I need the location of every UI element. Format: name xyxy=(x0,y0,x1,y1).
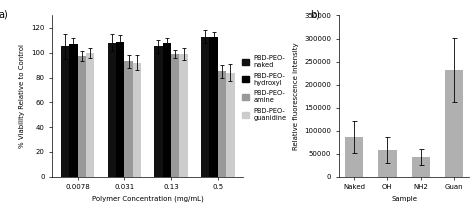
Bar xyxy=(163,43,171,177)
X-axis label: Sample: Sample xyxy=(391,196,417,202)
Bar xyxy=(116,42,124,177)
Y-axis label: % Viability Relative to Control: % Viability Relative to Control xyxy=(19,44,26,148)
Bar xyxy=(345,137,363,177)
Bar xyxy=(124,61,133,177)
Bar xyxy=(210,36,218,177)
Bar xyxy=(445,70,463,177)
Legend: PBD-PEO-
naked, PBD-PEO-
hydroxyl, PBD-PEO-
amine, PBD-PEO-
guanidine: PBD-PEO- naked, PBD-PEO- hydroxyl, PBD-P… xyxy=(242,55,287,121)
Bar xyxy=(378,150,397,177)
Bar xyxy=(180,54,188,177)
Text: a): a) xyxy=(0,9,9,19)
Bar xyxy=(61,46,69,177)
Text: b): b) xyxy=(310,9,320,19)
Bar xyxy=(171,54,180,177)
Bar xyxy=(133,63,141,177)
Bar xyxy=(69,44,78,177)
Y-axis label: Relative fluorescence intensity: Relative fluorescence intensity xyxy=(293,42,299,150)
X-axis label: Polymer Concentration (mg/mL): Polymer Concentration (mg/mL) xyxy=(92,196,204,202)
Bar xyxy=(201,36,210,177)
Bar xyxy=(411,157,430,177)
Bar xyxy=(86,53,94,177)
Bar xyxy=(78,56,86,177)
Bar xyxy=(108,43,116,177)
Bar xyxy=(226,72,235,177)
Bar xyxy=(218,71,226,177)
Bar xyxy=(154,46,163,177)
